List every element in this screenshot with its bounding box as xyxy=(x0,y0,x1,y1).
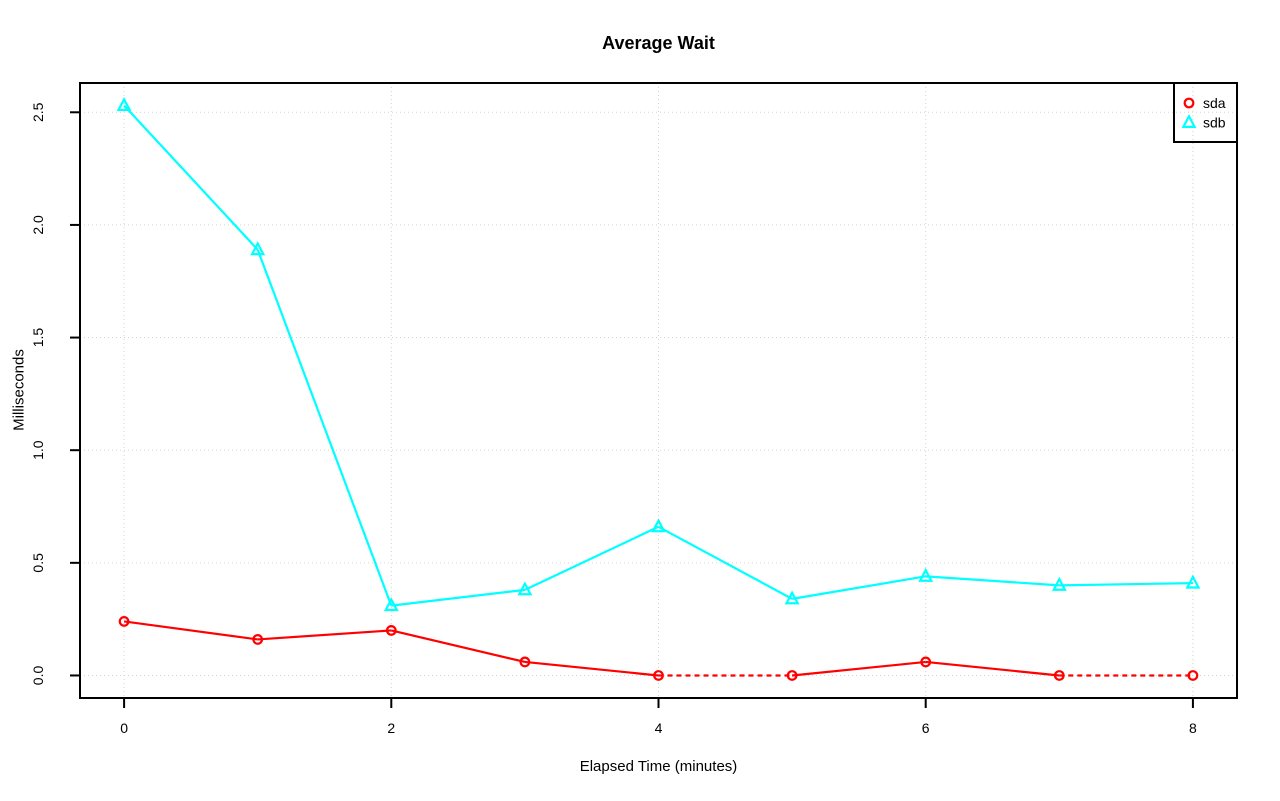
y-tick-label: 2.0 xyxy=(30,215,46,235)
marker-sda xyxy=(252,634,264,645)
x-tick-label: 6 xyxy=(922,720,930,736)
x-axis-label: Elapsed Time (minutes) xyxy=(579,758,738,775)
marker-sdb xyxy=(250,241,266,256)
marker-sdb xyxy=(784,590,800,605)
chart-title: Average Wait xyxy=(602,33,715,53)
series-line-sdb xyxy=(256,249,393,607)
series-line-sdb xyxy=(791,575,926,600)
series-line-sda xyxy=(391,629,526,664)
marker-sda xyxy=(1187,670,1199,681)
series-line-sda xyxy=(257,629,392,641)
y-tick-label: 0.0 xyxy=(30,666,46,686)
x-tick-label: 2 xyxy=(387,720,395,736)
marker-sda xyxy=(1053,670,1065,681)
series-line-sdb xyxy=(391,588,526,607)
series-line-sda xyxy=(524,660,659,677)
marker-sda xyxy=(519,656,531,668)
y-tick-label: 2.5 xyxy=(30,102,46,122)
legend-label-sda: sda xyxy=(1203,95,1226,111)
legend-box xyxy=(1173,82,1238,143)
series-line-sdb xyxy=(657,525,793,600)
marker-sda xyxy=(118,616,130,627)
legend-marker-sdb xyxy=(1181,113,1197,129)
marker-sdb xyxy=(383,597,399,612)
series-line-sda xyxy=(791,660,926,677)
marker-sdb xyxy=(116,96,132,112)
series-line-sda xyxy=(925,660,1060,677)
y-tick-label: 1.5 xyxy=(30,328,46,348)
series-line-sda xyxy=(123,620,258,641)
marker-sdb xyxy=(517,581,533,596)
legend-label-sdb: sdb xyxy=(1203,115,1226,131)
legend-marker-sda xyxy=(1183,97,1195,109)
x-tick-label: 0 xyxy=(120,720,128,736)
series-line-sdb xyxy=(524,525,659,591)
marker-sda xyxy=(385,625,397,636)
series-line-sdb xyxy=(925,575,1060,587)
y-tick-label: 1.0 xyxy=(30,440,46,460)
marker-sda xyxy=(920,656,932,668)
marker-sdb xyxy=(1185,574,1201,589)
series-line-sdb xyxy=(123,104,259,251)
x-tick-label: 8 xyxy=(1189,720,1197,736)
marker-sda xyxy=(653,670,664,681)
marker-sda xyxy=(786,670,798,681)
marker-sdb xyxy=(918,567,934,582)
marker-sdb xyxy=(651,518,666,533)
marker-sdb xyxy=(1051,576,1067,591)
series-line-sdb xyxy=(1059,582,1193,587)
y-tick-label: 0.5 xyxy=(30,553,46,573)
x-tick-label: 4 xyxy=(655,720,663,736)
